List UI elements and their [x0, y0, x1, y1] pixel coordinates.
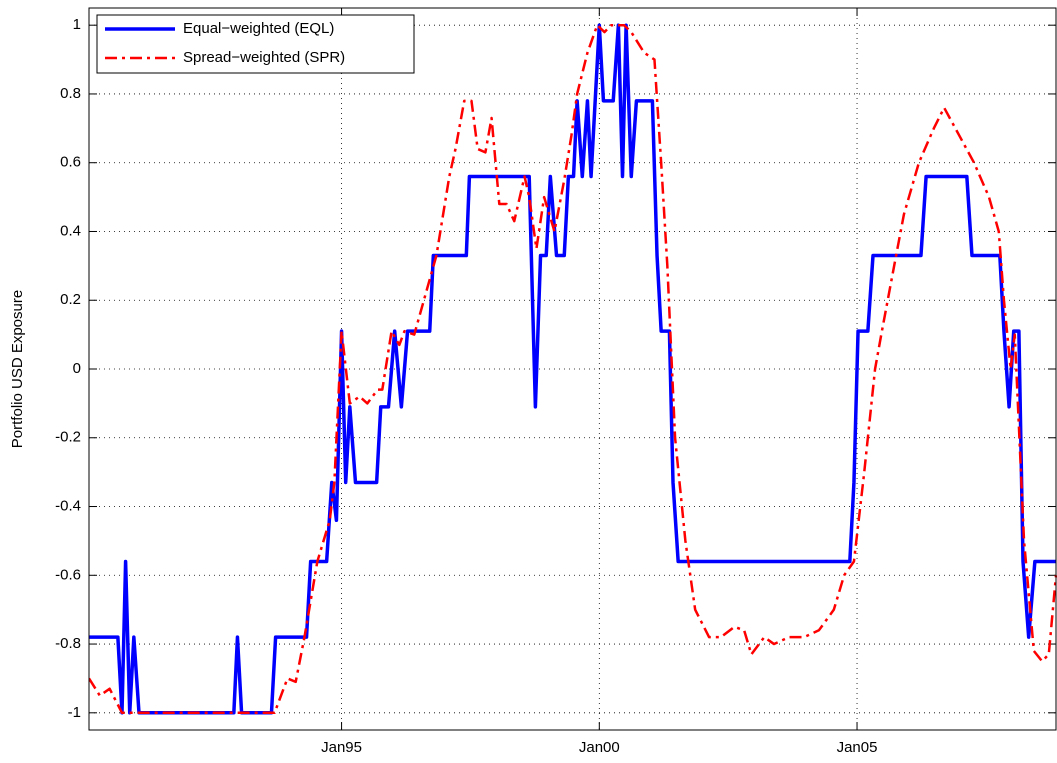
- y-tick-label: 1: [73, 16, 81, 33]
- y-tick-label: 0.8: [60, 85, 81, 102]
- y-tick-label: -1: [68, 704, 81, 721]
- y-tick-label: 0.4: [60, 222, 81, 239]
- y-tick-label: 0: [73, 360, 81, 377]
- legend-box: [96, 14, 415, 74]
- x-tick-label: Jan95: [321, 739, 362, 756]
- legend-label: Spread−weighted (SPR): [183, 49, 345, 66]
- legend-label: Equal−weighted (EQL): [183, 20, 334, 37]
- y-tick-label: 0.2: [60, 291, 81, 308]
- y-tick-label: -0.6: [55, 566, 81, 583]
- y-tick-label: 0.6: [60, 154, 81, 171]
- x-tick-label: Jan00: [579, 739, 620, 756]
- plot-frame: [88, 7, 1057, 731]
- series-line: [89, 23, 1057, 715]
- y-tick-label: -0.8: [55, 635, 81, 652]
- y-tick-label: -0.4: [55, 497, 81, 514]
- plot-lines: [89, 23, 1057, 715]
- x-tick-label: Jan05: [837, 739, 878, 756]
- y-axis-label: Portfolio USD Exposure: [9, 290, 26, 448]
- y-tick-label: -0.2: [55, 429, 81, 446]
